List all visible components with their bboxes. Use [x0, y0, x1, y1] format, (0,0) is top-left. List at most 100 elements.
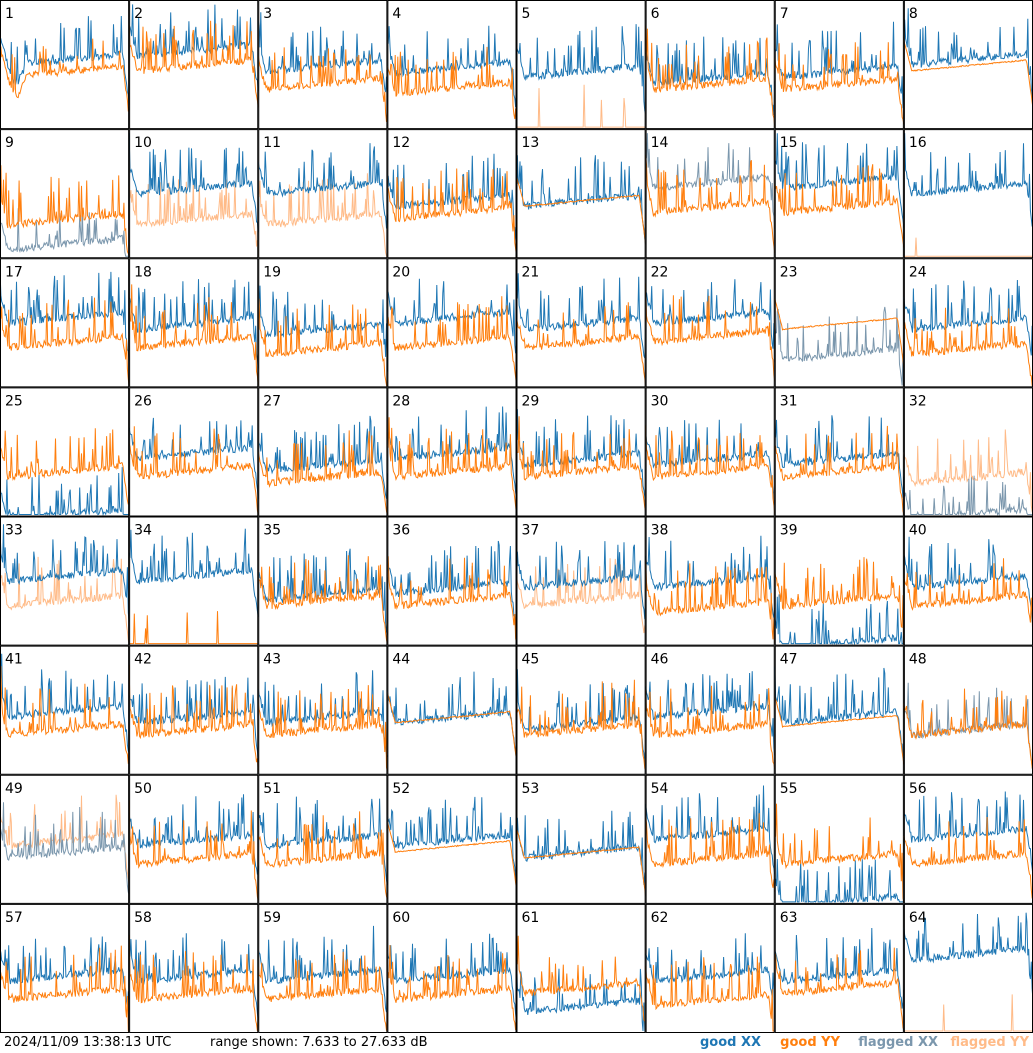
- timestamp: 2024/11/09 13:38:13 UTC: [4, 1035, 172, 1050]
- panel-border: [387, 645, 517, 775]
- series-xx-25: [0, 467, 130, 517]
- panel-border: [774, 903, 904, 1033]
- panel-label: 41: [5, 652, 23, 668]
- panel-border: [774, 516, 904, 646]
- series-yy-35: [258, 555, 388, 644]
- series-yy-64: [903, 994, 1033, 1032]
- panel-label: 27: [263, 393, 281, 409]
- panel-label: 40: [909, 523, 927, 539]
- panel-label: 63: [780, 910, 798, 926]
- series-yy-51: [258, 811, 388, 900]
- panel-label: 44: [392, 652, 410, 668]
- panel-label: 1: [5, 6, 14, 22]
- panel-label: 34: [134, 523, 152, 539]
- panel-border: [774, 387, 904, 517]
- panel-border: [129, 774, 259, 904]
- series-yy-55: [774, 803, 904, 903]
- series-yy-43: [258, 685, 388, 772]
- panel-11: 11: [258, 129, 388, 259]
- panel-51: 51: [258, 774, 388, 904]
- series-yy-41: [0, 666, 130, 764]
- panel-border: [129, 903, 259, 1033]
- series-xx-22: [645, 279, 775, 363]
- series-yy-45: [516, 679, 646, 771]
- panel-49: 49: [0, 774, 130, 904]
- series-yy-62: [645, 956, 775, 1032]
- series-xx-30: [645, 419, 775, 505]
- panel-border: [0, 645, 130, 775]
- series-yy-16: [903, 237, 1033, 257]
- panel-border: [774, 645, 904, 775]
- panel-border: [645, 258, 775, 388]
- series-xx-15: [774, 133, 904, 228]
- series-yy-14: [645, 155, 775, 254]
- series-yy-29: [516, 416, 646, 512]
- panel-label: 56: [909, 781, 927, 797]
- series-xx-16: [903, 133, 1033, 227]
- series-xx-27: [258, 415, 388, 499]
- panel-border: [516, 645, 646, 775]
- series-yy-37: [516, 558, 646, 634]
- panel-label: 38: [651, 523, 669, 539]
- series-yy-40: [903, 558, 1033, 644]
- panel-5: 5: [516, 0, 646, 130]
- panel-53: 53: [516, 774, 646, 904]
- panel-27: 27: [258, 387, 388, 517]
- panel-label: 17: [5, 264, 23, 280]
- panel-32: 32: [903, 387, 1033, 517]
- panel-label: 54: [651, 781, 669, 797]
- series-xx-41: [0, 653, 130, 753]
- panel-border: [774, 258, 904, 388]
- panel-border: [645, 645, 775, 775]
- series-xx-33: [0, 524, 130, 622]
- panel-border: [129, 387, 259, 517]
- panel-39: 39: [774, 516, 904, 646]
- series-xx-64: [903, 912, 1033, 1002]
- panel-2: 2: [129, 0, 259, 130]
- panel-label: 10: [134, 135, 152, 151]
- panel-label: 16: [909, 135, 927, 151]
- series-xx-52: [387, 796, 517, 887]
- series-yy-56: [903, 816, 1033, 901]
- series-xx-56: [903, 791, 1033, 876]
- series-yy-6: [645, 25, 775, 128]
- panel-label: 62: [651, 910, 669, 926]
- series-yy-54: [645, 813, 775, 892]
- series-xx-8: [903, 8, 1033, 103]
- series-yy-28: [387, 417, 517, 515]
- series-yy-24: [903, 307, 1033, 386]
- series-yy-30: [645, 425, 775, 515]
- panel-50: 50: [129, 774, 259, 904]
- series-xx-39: [774, 594, 904, 646]
- panel-21: 21: [516, 258, 646, 388]
- panel-border: [387, 516, 517, 646]
- panel-label: 57: [5, 910, 23, 926]
- panel-label: 24: [909, 264, 927, 280]
- series-yy-20: [387, 296, 517, 386]
- panel-47: 47: [774, 645, 904, 775]
- panel-label: 46: [651, 652, 669, 668]
- panel-24: 24: [903, 258, 1033, 388]
- panel-label: 18: [134, 264, 152, 280]
- series-xx-35: [258, 548, 388, 635]
- panel-label: 33: [5, 523, 23, 539]
- panel-3: 3: [258, 0, 388, 130]
- panel-9: 9: [0, 129, 130, 259]
- panel-28: 28: [387, 387, 517, 517]
- panel-border: [258, 387, 388, 517]
- panel-label: 12: [392, 135, 410, 151]
- series-xx-24: [903, 279, 1033, 370]
- series-xx-31: [774, 415, 904, 498]
- panel-7: 7: [774, 0, 904, 130]
- panel-58: 58: [129, 903, 259, 1033]
- panel-label: 35: [263, 523, 281, 539]
- series-yy-12: [387, 168, 517, 257]
- panel-30: 30: [645, 387, 775, 517]
- series-xx-60: [387, 933, 517, 1023]
- series-yy-61: [516, 935, 646, 1031]
- panel-label: 23: [780, 264, 798, 280]
- panel-14: 14: [645, 129, 775, 259]
- series-xx-62: [645, 933, 775, 1020]
- panel-border: [516, 258, 646, 388]
